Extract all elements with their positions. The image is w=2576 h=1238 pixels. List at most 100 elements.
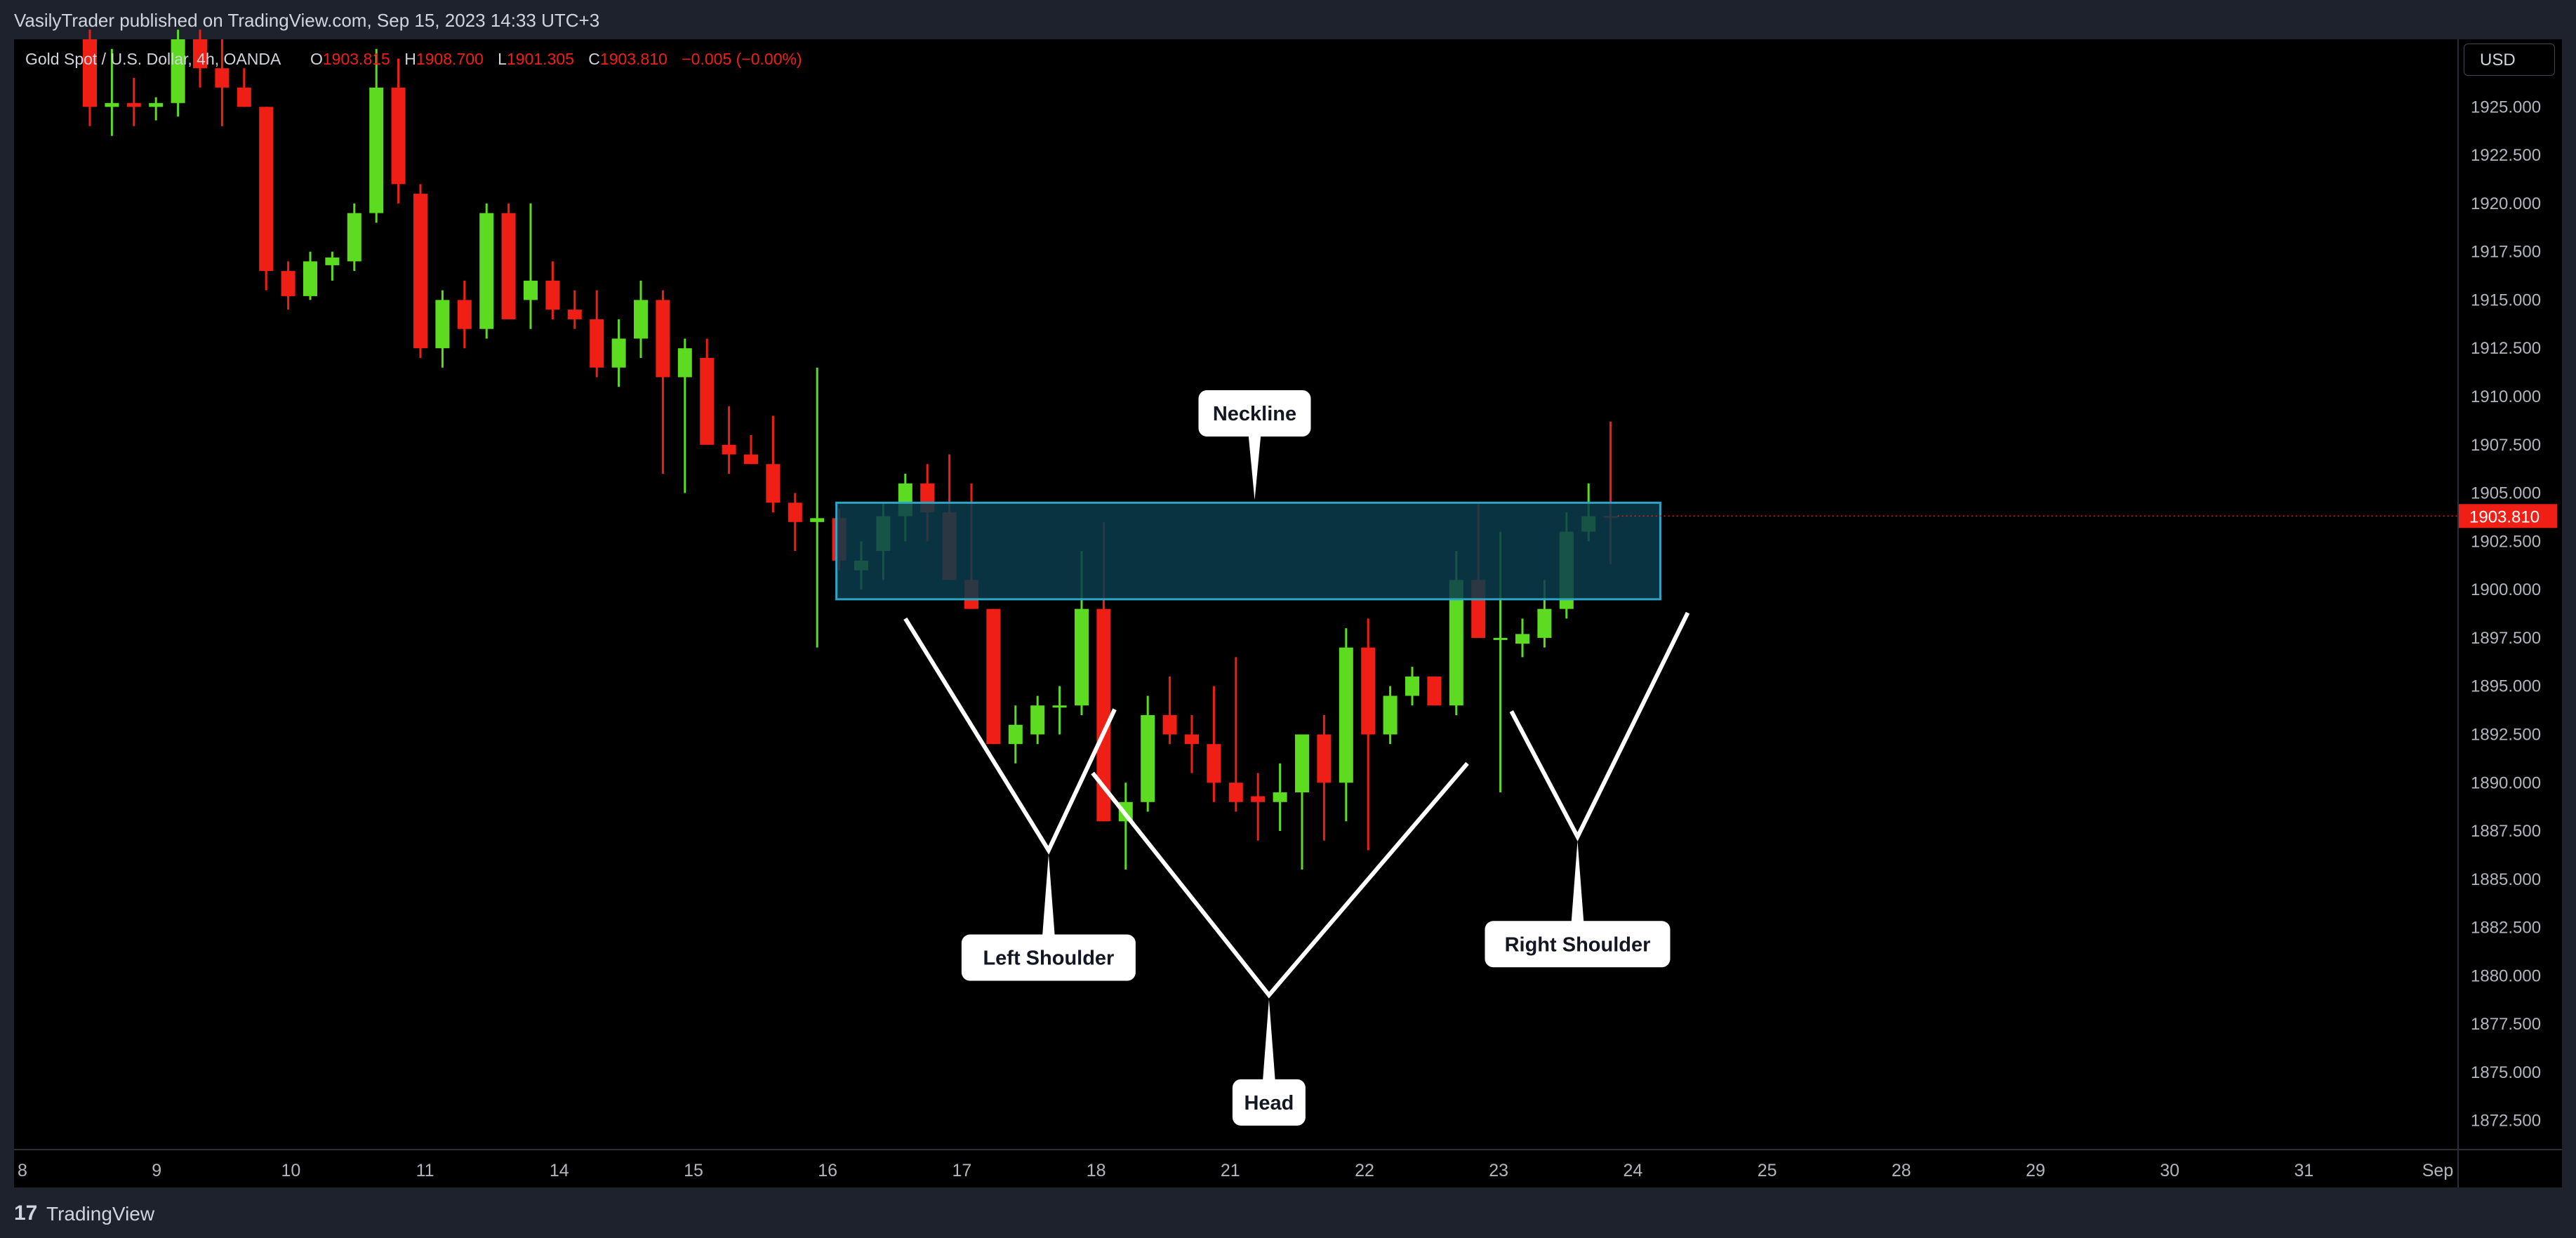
y-tick-label: 1892.500 [2471, 725, 2541, 744]
candle-body [347, 213, 361, 262]
candle [788, 493, 802, 552]
y-tick-label: 1895.000 [2471, 677, 2541, 696]
candle-body [1141, 714, 1155, 802]
candle-body [325, 257, 340, 265]
candle [677, 338, 692, 493]
pattern-line [1509, 611, 1690, 841]
candle [1185, 714, 1199, 773]
candle [590, 290, 604, 378]
candle [369, 48, 384, 223]
publish-header: VasilyTrader published on TradingView.co… [0, 0, 2576, 39]
y-tick-label: 1902.500 [2471, 532, 2541, 551]
legend-symbol: Gold Spot / U.S. Dollar, 4h, OANDA [25, 50, 281, 68]
currency-button[interactable]: USD [2464, 44, 2555, 76]
candle-body [1096, 608, 1111, 822]
pattern-line [903, 617, 1117, 855]
candle-body [237, 87, 251, 107]
candle-body [1449, 580, 1463, 706]
legend-close-value: 1903.810 [600, 50, 668, 68]
candle-body [590, 319, 604, 368]
y-tick-label: 1887.500 [2471, 822, 2541, 841]
candle-body [149, 102, 164, 107]
candle [215, 39, 230, 126]
pattern-lines-layer [903, 611, 1690, 999]
candle-body [1427, 676, 1442, 706]
candle-body [1537, 608, 1552, 638]
candle-body [722, 444, 736, 455]
candle-body [83, 39, 97, 107]
head-callout[interactable]: Head [1232, 999, 1306, 1126]
candle-body [788, 502, 802, 522]
x-tick-label: 23 [1489, 1161, 1508, 1180]
candle-body [1185, 734, 1199, 745]
left-shoulder-callout-pointer [1042, 854, 1055, 938]
candle [325, 251, 340, 281]
candle-body [435, 300, 450, 349]
neckline-zone[interactable] [835, 501, 1661, 601]
legend-high-label: H [404, 50, 416, 68]
candle [611, 319, 626, 387]
candle [1251, 773, 1266, 841]
candle [303, 251, 317, 300]
callouts-layer: Neckline Left Shoulder Head Right Shoulder [961, 390, 1671, 1126]
candle [501, 203, 516, 319]
candle [435, 290, 450, 368]
legend-open-value: 1903.815 [323, 50, 390, 68]
right-shoulder-callout-label: Right Shoulder [1505, 933, 1651, 956]
left-shoulder-callout-box [961, 934, 1136, 981]
legend-low-value: 1901.305 [507, 50, 574, 68]
candle [1162, 676, 1177, 745]
candle-body [1515, 634, 1529, 644]
legend-ohlc: O1903.815 H1908.700 L1901.305 C1903.810 … [310, 50, 802, 68]
candle-body [1075, 608, 1089, 706]
publisher-line: VasilyTrader published on TradingView.co… [14, 10, 600, 31]
neckline-callout-pointer [1248, 434, 1261, 500]
neckline-callout[interactable]: Neckline [1198, 390, 1311, 500]
left-shoulder-callout[interactable]: Left Shoulder [961, 854, 1136, 981]
candle [634, 280, 648, 358]
candle [457, 280, 472, 349]
candle [193, 29, 207, 88]
legend-close-label: C [588, 50, 600, 68]
candle [524, 203, 538, 329]
candle [656, 290, 670, 474]
candle [479, 203, 494, 339]
candle [237, 68, 251, 107]
candle-body [193, 39, 207, 69]
y-tick-label: 1872.500 [2471, 1112, 2541, 1131]
candle-body [700, 357, 715, 445]
head-callout-label: Head [1244, 1092, 1294, 1114]
x-tick-label: 10 [281, 1161, 300, 1180]
candle-body [810, 518, 825, 522]
candle-body [744, 454, 758, 465]
candle [391, 58, 406, 204]
x-tick-label: 28 [1892, 1161, 1911, 1180]
candle-body [1295, 734, 1309, 793]
y-tick-label: 1925.000 [2471, 98, 2541, 117]
time-axis[interactable]: 8 9 10 11 14 15 16 17 18 21 22 23 24 25 28 29 30 31 Sep [18, 1161, 2453, 1180]
candle-body [413, 194, 427, 349]
x-tick-label: 16 [818, 1161, 837, 1180]
candle-body [1030, 705, 1045, 735]
candle-body [1405, 676, 1419, 696]
candle-body [479, 213, 494, 329]
candle-body [1207, 744, 1221, 783]
candle [347, 203, 361, 272]
candles-layer [83, 29, 1618, 870]
candle [105, 48, 119, 136]
candle [545, 261, 560, 319]
y-tick-label: 1877.500 [2471, 1015, 2541, 1034]
last-price-tag: 1903.810 [1617, 504, 2557, 528]
head-callout-box [1232, 1079, 1306, 1126]
y-tick-label: 1915.000 [2471, 291, 2541, 310]
x-tick-label: 31 [2294, 1161, 2313, 1180]
right-shoulder-callout[interactable]: Right Shoulder [1485, 841, 1671, 968]
candle [766, 415, 781, 513]
candle-body [1228, 783, 1243, 802]
x-tick-label: 18 [1087, 1161, 1106, 1180]
y-tick-label: 1912.500 [2471, 339, 2541, 358]
legend-open-label: O [310, 50, 323, 68]
candle-body [281, 271, 296, 296]
legend-low-label: L [498, 50, 507, 68]
